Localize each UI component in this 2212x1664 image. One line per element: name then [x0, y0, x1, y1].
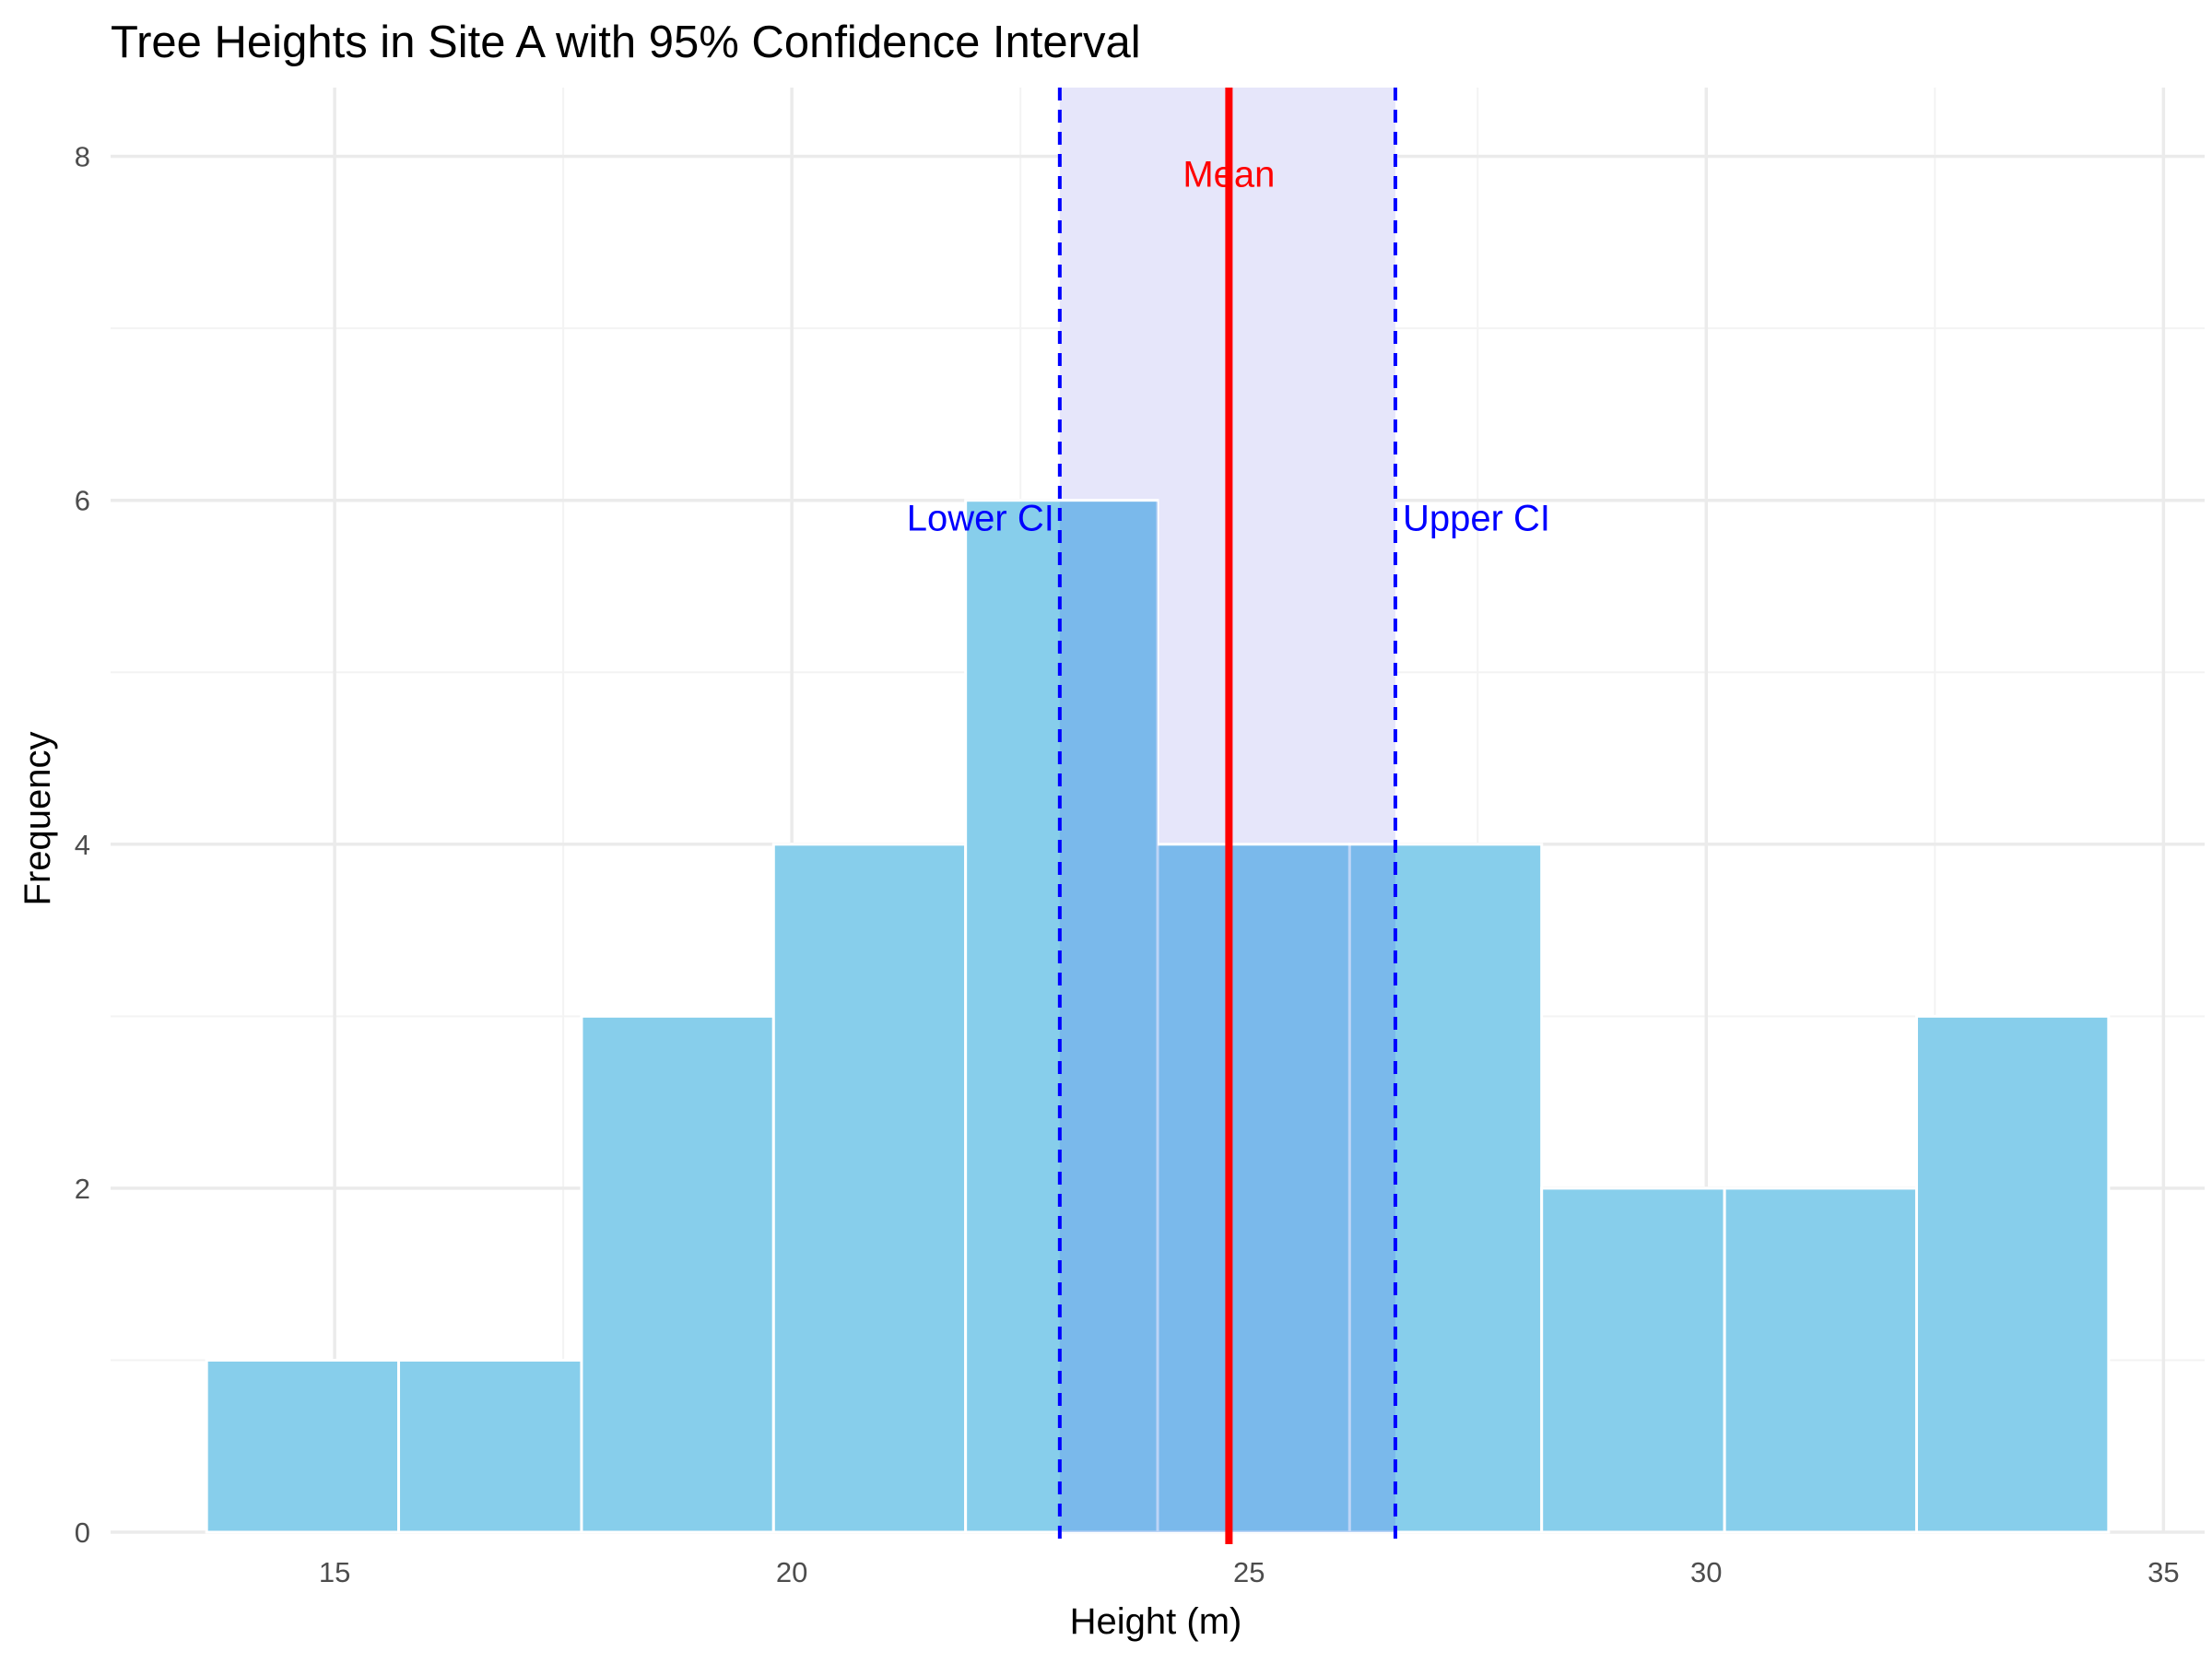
- x-tick-label: 30: [1690, 1556, 1722, 1588]
- tick-labels-layer: 15 20 25 30 35 0 2 4 6 8: [75, 141, 2180, 1588]
- ci-tinted-bar-segment: [1158, 845, 1350, 1532]
- upper-ci-annotation: Upper CI: [1403, 498, 1550, 538]
- chart-title: Tree Heights in Site A with 95% Confiden…: [111, 18, 1141, 67]
- x-tick-label: 20: [776, 1556, 807, 1588]
- y-tick-label: 2: [75, 1173, 90, 1205]
- y-tick-label: 0: [75, 1516, 90, 1549]
- annotations-layer: Mean Lower CI Upper CI: [907, 154, 1550, 538]
- histogram-bar: [771, 843, 968, 1534]
- histogram-bar: [397, 1358, 583, 1534]
- bars-layer: [205, 499, 2111, 1534]
- ci-tinted-bar-segment: [1059, 502, 1158, 1532]
- y-tick-label: 4: [75, 829, 90, 861]
- lower-ci-annotation: Lower CI: [907, 498, 1054, 538]
- ci-tinted-bar-segment: [1349, 845, 1395, 1532]
- x-axis-label: Height (m): [1070, 1601, 1242, 1642]
- histogram-bar: [580, 1014, 775, 1534]
- mean-annotation: Mean: [1182, 154, 1275, 195]
- histogram-bar: [1723, 1186, 1918, 1534]
- reference-lines-layer: [1057, 88, 1397, 1544]
- y-tick-label: 8: [75, 141, 90, 173]
- y-axis-label: Frequency: [18, 732, 58, 906]
- x-tick-label: 15: [319, 1556, 350, 1588]
- x-tick-label: 35: [2147, 1556, 2179, 1588]
- histogram-bar: [1347, 843, 1544, 1534]
- y-tick-label: 6: [75, 485, 90, 517]
- histogram-bar: [1914, 1014, 2111, 1534]
- histogram-bar: [205, 1358, 401, 1534]
- histogram-bar: [1540, 1186, 1726, 1534]
- x-tick-label: 25: [1233, 1556, 1265, 1588]
